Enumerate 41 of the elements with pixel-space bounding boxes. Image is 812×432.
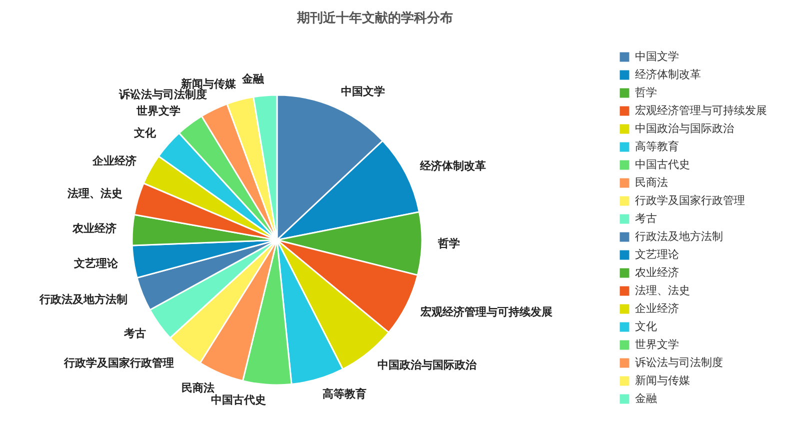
legend-label: 文化: [635, 320, 657, 333]
slice-label: 行政法及地方法制: [38, 293, 128, 306]
slice-label: 文艺理论: [72, 257, 119, 270]
legend-label: 宏观经济管理与可持续发展: [635, 104, 767, 117]
slice-label: 哲学: [436, 237, 460, 250]
slice-label: 世界文学: [135, 104, 180, 118]
slice-label: 企业经济: [91, 154, 136, 168]
slice-label: 新闻与传媒: [180, 77, 237, 90]
slice-label: 经济体制改革: [419, 159, 486, 172]
legend-label: 农业经济: [635, 266, 679, 279]
slice-label: 农业经济: [71, 222, 116, 235]
chart-title: 期刊近十年文献的学科分布: [296, 10, 453, 26]
legend-label: 行政法及地方法制: [635, 230, 723, 243]
legend-label: 法理、法史: [635, 284, 690, 297]
legend-label: 哲学: [635, 86, 657, 99]
legend-label: 新闻与传媒: [635, 374, 690, 387]
slice-label: 高等教育: [322, 387, 366, 400]
slice-label: 行政学及国家行政管理: [62, 356, 174, 370]
legend-label: 经济体制改革: [635, 68, 701, 81]
legend-label: 中国政治与国际政治: [635, 122, 734, 135]
legend-label: 诉讼法与司法制度: [635, 356, 723, 369]
slice-label: 中国文学: [340, 85, 385, 98]
legend-label: 文艺理论: [635, 248, 679, 261]
legend-label: 中国文学: [635, 50, 679, 63]
legend-label: 民商法: [635, 176, 668, 189]
legend-label: 行政学及国家行政管理: [635, 194, 745, 207]
legend-label: 高等教育: [635, 140, 679, 153]
legend-label: 企业经济: [635, 302, 679, 315]
slice-label: 中国古代史: [210, 394, 266, 407]
slice-label: 宏观经济管理与可持续发展: [420, 306, 553, 319]
slice-label: 考古: [123, 326, 146, 340]
legend-label: 世界文学: [635, 338, 679, 351]
slice-label: 中国政治与国际政治: [378, 358, 478, 372]
slice-label: 诉讼法与司法制度: [118, 88, 208, 101]
legend-label: 中国古代史: [635, 158, 690, 171]
slice-label: 民商法: [181, 381, 214, 394]
legend-label: 金融: [635, 392, 657, 405]
legend-label: 考古: [635, 212, 657, 225]
slice-label: 金融: [240, 72, 265, 86]
slice-label: 文化: [133, 126, 158, 140]
slice-label: 法理、法史: [66, 187, 123, 200]
